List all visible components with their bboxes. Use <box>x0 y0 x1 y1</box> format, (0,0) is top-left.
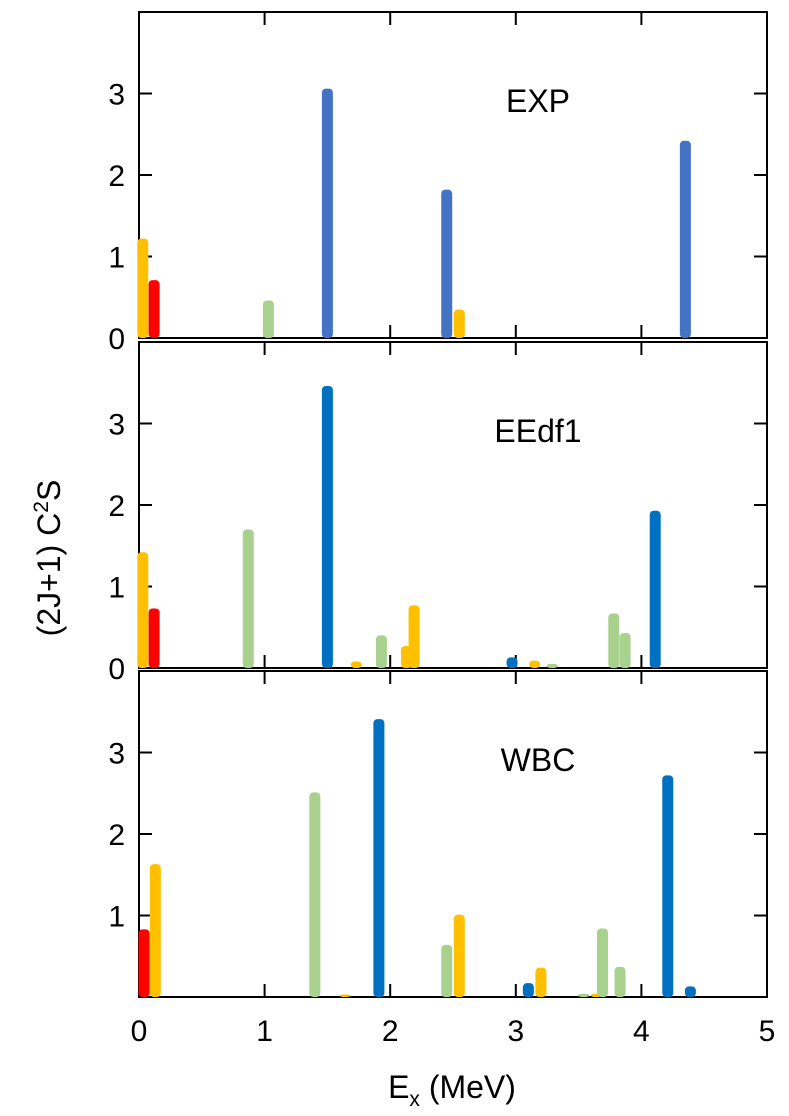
bar-wbc-blue <box>662 775 674 997</box>
y-tick-label: 3 <box>108 738 125 771</box>
x-axis-title-subscript: x <box>409 1088 420 1111</box>
bar-wbc-blue <box>522 983 534 997</box>
x-axis-title-main: E <box>388 1069 409 1105</box>
bar-eedf1-orange <box>137 552 149 668</box>
y-tick-label: 1 <box>108 572 125 605</box>
bar-exp-blue_exp <box>679 140 691 338</box>
y-axis-title-tail: S <box>31 480 67 501</box>
x-tick-label: 4 <box>633 1015 650 1048</box>
panel-frame <box>138 341 768 669</box>
y-tick-label: 1 <box>108 901 125 934</box>
bar-eedf1-orange <box>408 605 420 668</box>
y-tick-label: 2 <box>108 160 125 193</box>
y-tick-label: 1 <box>108 242 125 275</box>
bar-wbc-red <box>138 929 150 997</box>
panel-label-eedf1: EEdf1 <box>494 413 581 449</box>
x-tick-label: 0 <box>131 1015 148 1048</box>
bar-eedf1-blue <box>321 386 333 668</box>
chart-panels: 1 2 3 0 EXP 1 2 3 0 EEdf1 1 2 3 WBC <box>108 11 768 998</box>
y-axis-title-main: (2J+1) C <box>31 513 67 637</box>
panel-label-wbc: WBC <box>501 742 576 778</box>
bar-eedf1-green <box>546 663 558 668</box>
bar-wbc-green <box>614 966 626 997</box>
x-axis: 0 1 2 3 4 5 <box>131 1015 776 1048</box>
bar-wbc-green <box>309 792 321 997</box>
bar-eedf1-green <box>608 613 620 668</box>
x-tick-label: 2 <box>382 1015 399 1048</box>
panel-exp: 1 2 3 0 EXP <box>108 11 768 356</box>
panel-frame <box>138 11 768 339</box>
y-axis-title: (2J+1) C2S <box>30 480 67 637</box>
x-tick-label: 3 <box>507 1015 524 1048</box>
y-tick-label: 2 <box>108 490 125 523</box>
bar-wbc-orange <box>535 967 547 997</box>
bar-exp-orange <box>453 309 465 338</box>
bar-exp-green <box>262 300 274 338</box>
bar-wbc-green <box>441 944 453 997</box>
bar-wbc-orange <box>149 864 161 997</box>
x-axis-title: Ex (MeV) <box>388 1069 516 1111</box>
x-tick-label: 5 <box>759 1015 776 1048</box>
bar-eedf1-green <box>242 529 254 668</box>
x-axis-title-unit: (MeV) <box>420 1069 516 1105</box>
bar-wbc-green <box>596 928 608 997</box>
bar-eedf1-blue <box>649 510 661 668</box>
y-tick-label-zero: 0 <box>108 653 125 686</box>
panel-wbc: 1 2 3 WBC <box>108 670 768 998</box>
y-axis-title-superscript: 2 <box>30 501 53 513</box>
x-tick-label: 1 <box>256 1015 273 1048</box>
panel-label-exp: EXP <box>506 83 570 119</box>
bar-exp-orange <box>137 238 149 338</box>
panel-eedf1: 1 2 3 0 EEdf1 <box>108 341 768 686</box>
y-tick-label: 3 <box>108 79 125 112</box>
bar-exp-blue_exp <box>321 88 333 338</box>
bar-wbc-blue <box>684 986 696 997</box>
bar-eedf1-red <box>148 608 160 668</box>
bar-exp-red <box>148 280 160 338</box>
y-tick-label: 3 <box>108 409 125 442</box>
y-tick-label-zero: 0 <box>108 323 125 356</box>
bar-eedf1-green <box>619 632 631 668</box>
bar-wbc-blue <box>373 719 385 997</box>
bar-wbc-orange <box>339 994 351 997</box>
y-tick-label: 2 <box>108 819 125 852</box>
bar-eedf1-orange <box>350 661 362 668</box>
bar-exp-blue_exp <box>441 189 453 338</box>
bar-wbc-green <box>578 993 590 997</box>
bar-eedf1-orange <box>529 660 541 668</box>
bar-eedf1-blue <box>506 657 518 668</box>
bar-eedf1-green <box>375 635 387 668</box>
bar-wbc-orange <box>453 914 465 997</box>
